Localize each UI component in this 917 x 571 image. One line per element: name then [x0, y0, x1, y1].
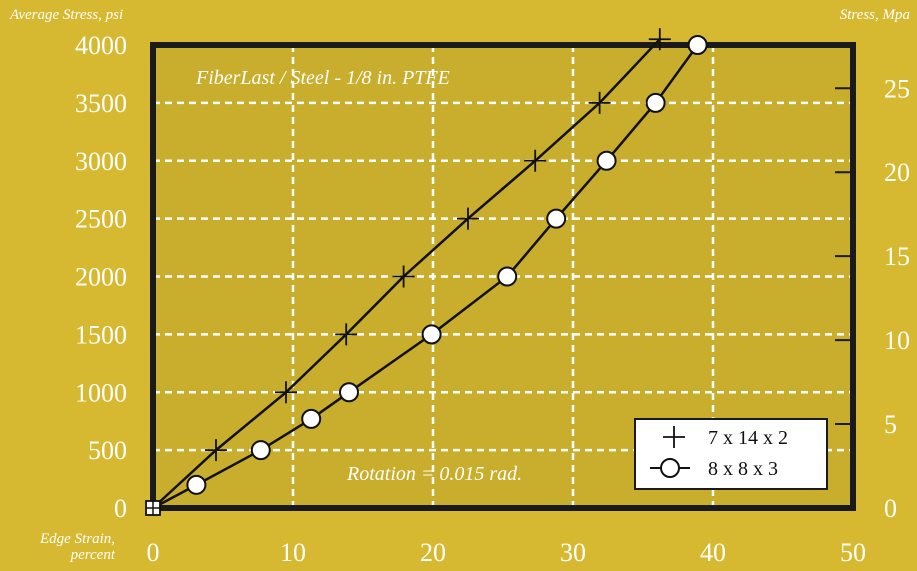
legend-circle-marker — [650, 458, 690, 478]
legend-plus-marker — [663, 426, 685, 448]
data-point-circle — [645, 92, 666, 113]
data-point-plus — [588, 91, 611, 114]
x-tick-label: 20 — [420, 538, 446, 567]
y-tick-label-left: 3000 — [75, 147, 127, 176]
y-tick-label-right: 25 — [884, 74, 910, 103]
data-point-plus — [392, 265, 415, 288]
data-point-circle — [596, 150, 617, 171]
annotation-top: FiberLast / Steel - 1/8 in. PTFE — [195, 67, 450, 89]
data-point-plus — [205, 439, 227, 462]
y-axis-label-left: Average Stress, psi — [9, 7, 123, 23]
series-2 — [145, 35, 708, 516]
data-point-circle — [339, 382, 359, 403]
y-tick-label-left: 1500 — [75, 320, 127, 349]
data-point-plus — [275, 381, 297, 404]
y-axis-label-right: Stress, Mpa — [840, 7, 910, 23]
data-series — [145, 28, 708, 516]
y-tick-label-right: 20 — [884, 158, 910, 187]
x-axis-label-line1: Edge Strain, — [39, 531, 115, 547]
y-tick-label-left: 0 — [114, 494, 127, 523]
legend-label-series-1: 7 x 14 x 2 — [708, 427, 788, 449]
data-point-circle — [421, 324, 442, 345]
x-axis-label-line2: percent — [70, 547, 116, 563]
y-tick-label-right: 15 — [884, 242, 910, 271]
x-tick-label: 50 — [840, 538, 866, 567]
data-point-plus — [648, 28, 671, 51]
data-point-plus — [524, 149, 547, 172]
x-tick-label: 40 — [700, 538, 726, 567]
y-tick-label-left: 2500 — [75, 205, 127, 234]
series-1 — [152, 28, 671, 509]
y-tick-label-left: 4000 — [75, 31, 127, 60]
data-point-circle — [250, 440, 271, 461]
x-tick-label: 0 — [147, 538, 160, 567]
data-point-circle — [497, 266, 518, 287]
data-point-circle — [687, 35, 708, 55]
plot-frame — [150, 42, 856, 511]
data-point-circle — [186, 474, 207, 495]
y-tick-label-left: 3500 — [75, 89, 127, 118]
axis-labels: 0500100015002000250030003500400005101520… — [9, 7, 910, 567]
legend: 7 x 14 x 2 8 x 8 x 3 — [634, 418, 828, 490]
y-tick-label-left: 500 — [88, 436, 127, 465]
data-point-circle — [546, 208, 567, 229]
legend-label-series-2: 8 x 8 x 3 — [708, 458, 778, 480]
y-tick-label-right: 10 — [884, 326, 910, 355]
y-tick-label-left: 1000 — [75, 378, 127, 407]
y-tick-label-right: 5 — [884, 410, 897, 439]
y-tick-label-right: 0 — [884, 494, 897, 523]
data-point-circle — [301, 408, 322, 429]
annotation-bottom: Rotation = 0.015 rad. — [346, 463, 522, 485]
x-tick-label: 30 — [560, 538, 586, 567]
data-point-plus — [335, 323, 358, 346]
y-tick-label-left: 2000 — [75, 263, 127, 292]
data-point-plus — [457, 207, 479, 230]
x-tick-label: 10 — [280, 538, 306, 567]
